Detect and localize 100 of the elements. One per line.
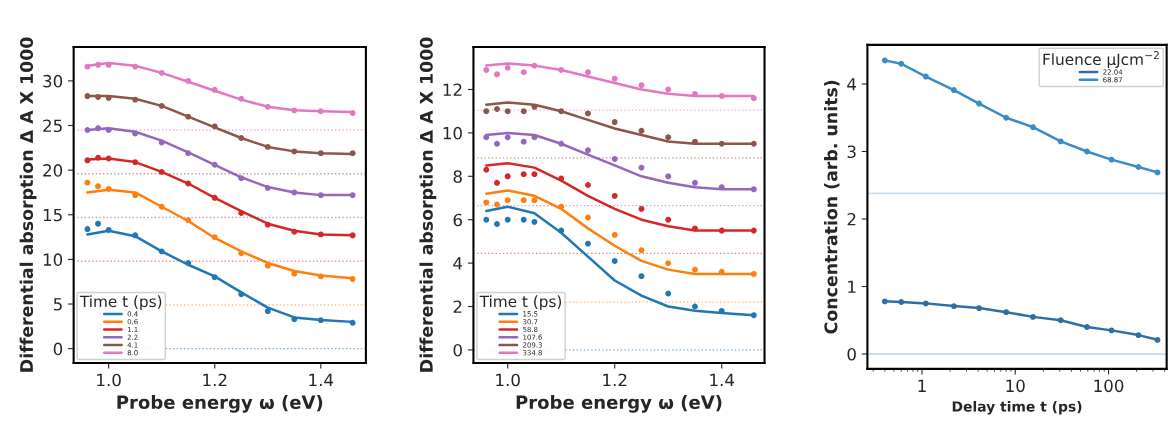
- y-tick-label: 2: [453, 300, 462, 313]
- point: [665, 134, 672, 141]
- point: [95, 61, 101, 68]
- x-tick-label: 1.2: [603, 373, 627, 387]
- point: [483, 166, 490, 173]
- point: [211, 234, 218, 241]
- y-tick-label: 10: [443, 126, 462, 140]
- point: [585, 214, 591, 221]
- point: [317, 231, 324, 238]
- point: [1003, 114, 1010, 121]
- point: [638, 273, 645, 280]
- point: [291, 270, 298, 277]
- point: [950, 303, 957, 310]
- point: [238, 135, 245, 141]
- point: [898, 60, 905, 67]
- y-tick-label: 6: [453, 213, 462, 227]
- point: [718, 140, 725, 147]
- point: [665, 173, 672, 180]
- point: [132, 159, 139, 166]
- point: [520, 171, 527, 178]
- point: [611, 231, 618, 238]
- y-tick-label: 2: [847, 212, 856, 226]
- point: [558, 227, 565, 234]
- point: [531, 171, 538, 178]
- point: [105, 226, 112, 233]
- point: [105, 127, 112, 133]
- y-tick-label: 4: [453, 257, 463, 270]
- y-tick-label: 8: [453, 170, 462, 183]
- point: [95, 183, 101, 190]
- point: [504, 173, 511, 180]
- point: [1108, 156, 1115, 163]
- point: [158, 69, 165, 76]
- point: [185, 260, 192, 266]
- point: [349, 276, 356, 282]
- point: [185, 217, 192, 224]
- point: [665, 260, 672, 267]
- point: [483, 134, 490, 141]
- x-tick-label: 100: [1094, 379, 1124, 393]
- point: [531, 197, 538, 204]
- point: [238, 175, 245, 182]
- point: [238, 250, 245, 257]
- y-axis-title: Differential absorption Δ A X 1000: [419, 37, 437, 372]
- x-tick-label: 1.2: [203, 373, 227, 387]
- y-tick-label: 30: [43, 74, 63, 88]
- point: [317, 317, 324, 324]
- point: [750, 227, 757, 234]
- point: [211, 161, 218, 168]
- point: [898, 299, 905, 305]
- point: [558, 67, 565, 73]
- point: [611, 119, 618, 125]
- point: [158, 203, 165, 210]
- point: [750, 312, 757, 319]
- point: [504, 216, 511, 223]
- y-tick-label: 12: [443, 83, 462, 96]
- point: [494, 71, 500, 78]
- point: [132, 96, 139, 103]
- y-tick-label: 1: [848, 280, 856, 293]
- point: [494, 179, 500, 186]
- point: [1108, 327, 1115, 334]
- point: [132, 192, 139, 199]
- x-tick-label: 1.0: [97, 373, 121, 387]
- point: [132, 63, 139, 70]
- point: [349, 319, 356, 326]
- point: [638, 82, 645, 89]
- y-tick-label: 4: [847, 78, 857, 91]
- y-tick-label: 25: [43, 119, 62, 133]
- x-axis-title: Delay time t (ps): [952, 400, 1082, 415]
- point: [1084, 148, 1090, 155]
- point: [132, 130, 139, 137]
- point: [585, 240, 591, 247]
- point: [95, 220, 101, 227]
- y-tick-label: 0: [53, 342, 63, 356]
- y-tick-label: 0: [847, 347, 856, 361]
- point: [750, 140, 757, 147]
- point: [317, 192, 324, 199]
- point: [692, 225, 698, 232]
- y-tick-label: 0: [453, 343, 462, 357]
- point: [264, 185, 271, 191]
- point: [1057, 317, 1064, 324]
- point: [611, 192, 618, 199]
- point: [922, 73, 929, 80]
- point: [158, 102, 165, 109]
- point: [238, 210, 245, 216]
- point: [611, 155, 618, 162]
- point: [238, 95, 245, 102]
- point: [520, 216, 527, 223]
- point: [291, 316, 298, 323]
- point: [84, 226, 91, 232]
- x-axis-title: Probe energy ω (eV): [516, 395, 722, 413]
- point: [520, 69, 527, 76]
- point: [1030, 313, 1036, 320]
- point: [483, 199, 490, 206]
- point: [1135, 332, 1142, 339]
- y-tick-label: 3: [847, 145, 856, 159]
- point: [950, 87, 957, 94]
- point: [665, 290, 672, 297]
- point: [585, 147, 591, 154]
- point: [494, 221, 500, 227]
- point: [185, 77, 192, 84]
- point: [558, 175, 565, 182]
